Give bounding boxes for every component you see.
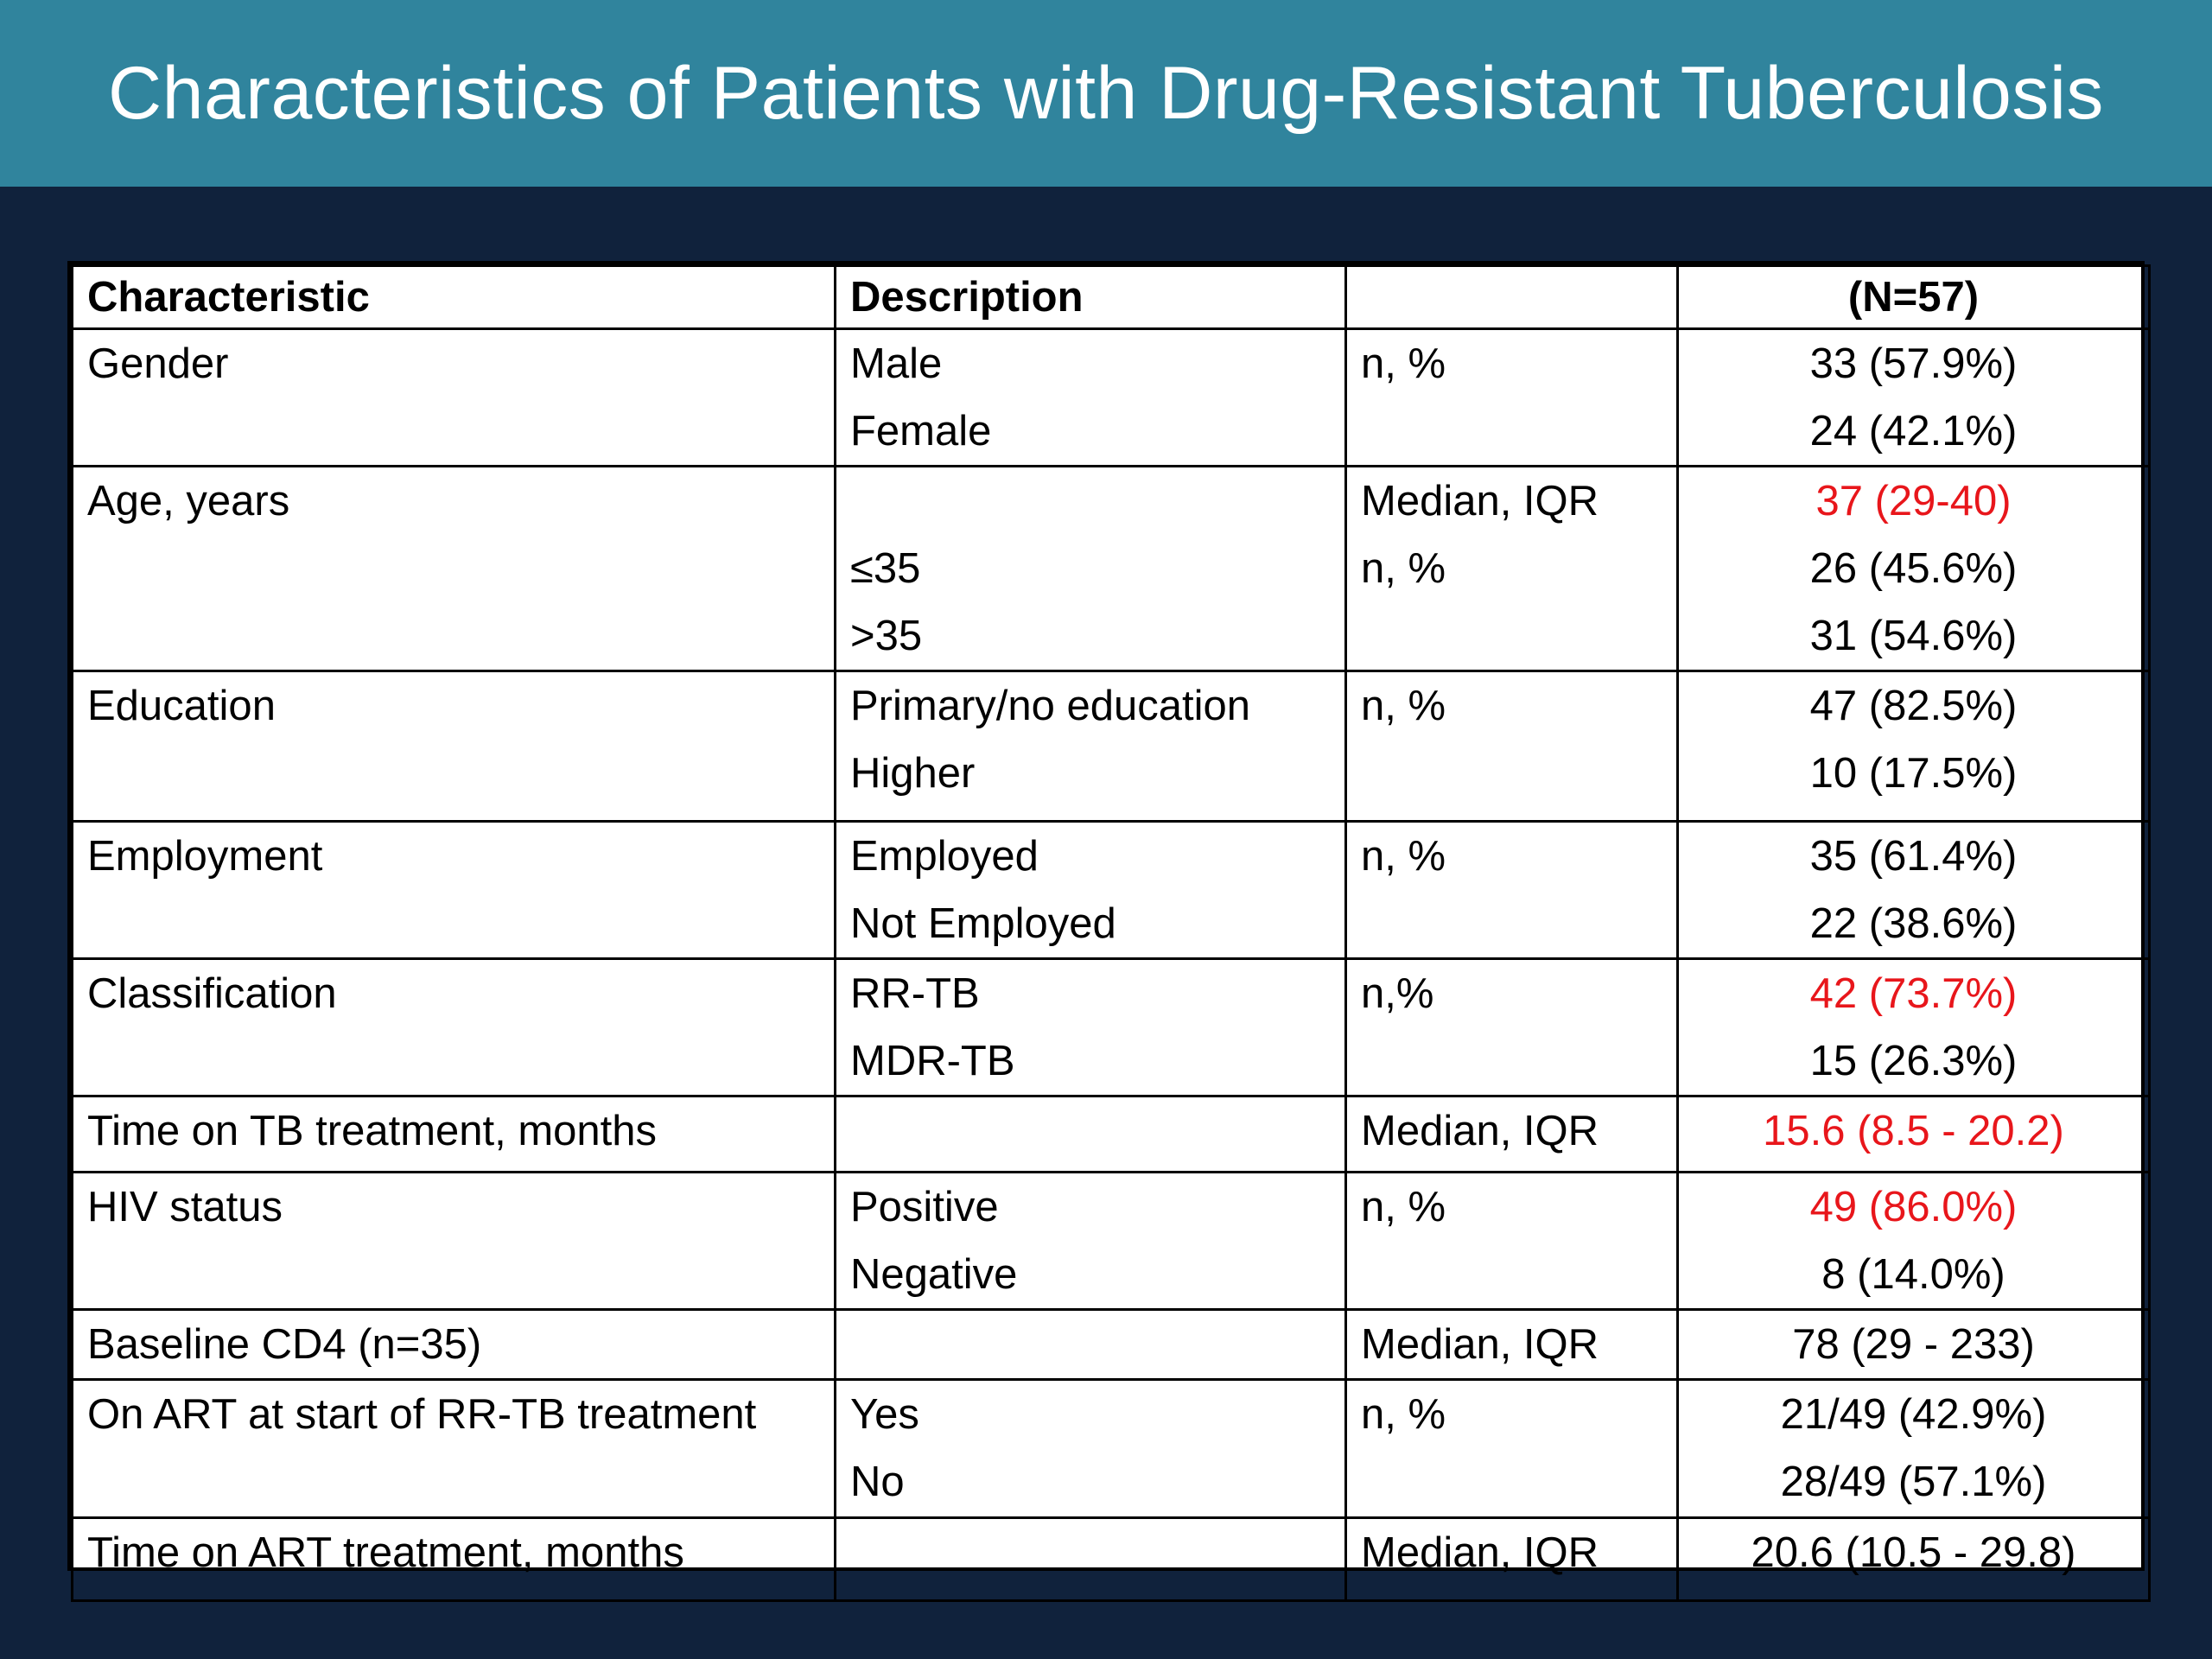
cell-characteristic: On ART at start of RR-TB treatment	[71, 1378, 836, 1519]
cell-description: Primary/no education Higher	[834, 670, 1347, 823]
cell-statistic: Median, IQR	[1344, 1095, 1679, 1173]
cell-value: 35 (61.4%) 22 (38.6%)	[1676, 820, 2151, 960]
table-row-classification: Classification RR-TB MDR-TB n,% 42 (73.7…	[71, 957, 2151, 1097]
cell-description: RR-TB MDR-TB	[834, 957, 1347, 1097]
cell-statistic: n, %	[1344, 1378, 1679, 1519]
cell-statistic: Median, IQR	[1344, 1308, 1679, 1381]
cell-characteristic: Time on ART treatment, months	[71, 1516, 836, 1602]
highlighted-value: 49 (86.0%)	[1809, 1184, 2018, 1230]
cell-characteristic: Employment	[71, 820, 836, 960]
cell-characteristic: Gender	[71, 327, 836, 467]
cell-statistic: n, %	[1344, 327, 1679, 467]
cell-value: 49 (86.0%) 8 (14.0%)	[1676, 1171, 2151, 1311]
table-row-age: Age, years ≤35 >35 Median, IQR n, % 37 (…	[71, 465, 2151, 672]
highlighted-value: 15.6 (8.5 - 20.2)	[1763, 1108, 2064, 1154]
highlighted-value: 42 (73.7%)	[1809, 970, 2018, 1017]
cell-description: Yes No	[834, 1378, 1347, 1519]
cell-value: 21/49 (42.9%) 28/49 (57.1%)	[1676, 1378, 2151, 1519]
table-row-on-art-at-start: On ART at start of RR-TB treatment Yes N…	[71, 1378, 2151, 1519]
cell-characteristic: Age, years	[71, 465, 836, 672]
header-description: Description	[834, 264, 1347, 330]
header-statistic	[1344, 264, 1679, 330]
slide-title: Characteristics of Patients with Drug-Re…	[108, 51, 2104, 135]
cell-value: 47 (82.5%) 10 (17.5%)	[1676, 670, 2151, 823]
header-characteristic: Characteristic	[71, 264, 836, 330]
cell-value: 37 (29-40) 26 (45.6%) 31 (54.6%)	[1676, 465, 2151, 672]
cell-value: 20.6 (10.5 - 29.8)	[1676, 1516, 2151, 1602]
cell-value: 78 (29 - 233)	[1676, 1308, 2151, 1381]
cell-description: Male Female	[834, 327, 1347, 467]
cell-characteristic: HIV status	[71, 1171, 836, 1311]
cell-statistic: n, %	[1344, 670, 1679, 823]
table-row-time-on-tb-treatment: Time on TB treatment, months Median, IQR…	[71, 1095, 2151, 1173]
header-n: (N=57)	[1676, 264, 2151, 330]
table-header-row: Characteristic Description (N=57)	[71, 264, 2151, 330]
table-row-hiv-status: HIV status Positive Negative n, % 49 (86…	[71, 1171, 2151, 1311]
cell-description	[834, 1308, 1347, 1381]
cell-description: ≤35 >35	[834, 465, 1347, 672]
cell-value: 33 (57.9%) 24 (42.1%)	[1676, 327, 2151, 467]
cell-statistic: n,%	[1344, 957, 1679, 1097]
cell-statistic: n, %	[1344, 1171, 1679, 1311]
cell-value: 42 (73.7%) 15 (26.3%)	[1676, 957, 2151, 1097]
table-row-baseline-cd4: Baseline CD4 (n=35) Median, IQR 78 (29 -…	[71, 1308, 2151, 1381]
characteristics-table: Characteristic Description (N=57) Gender…	[67, 261, 2151, 1602]
cell-characteristic: Classification	[71, 957, 836, 1097]
cell-description	[834, 1095, 1347, 1173]
cell-characteristic: Time on TB treatment, months	[71, 1095, 836, 1173]
slide-header: Characteristics of Patients with Drug-Re…	[0, 0, 2212, 187]
cell-characteristic: Baseline CD4 (n=35)	[71, 1308, 836, 1381]
cell-value: 15.6 (8.5 - 20.2)	[1676, 1095, 2151, 1173]
table-row-time-on-art-treatment: Time on ART treatment, months Median, IQ…	[71, 1516, 2151, 1602]
table-row-gender: Gender Male Female n, % 33 (57.9%) 24 (4…	[71, 327, 2151, 467]
cell-description: Positive Negative	[834, 1171, 1347, 1311]
cell-statistic: n, %	[1344, 820, 1679, 960]
cell-description	[834, 1516, 1347, 1602]
table-row-employment: Employment Employed Not Employed n, % 35…	[71, 820, 2151, 960]
cell-characteristic: Education	[71, 670, 836, 823]
table-row-education: Education Primary/no education Higher n,…	[71, 670, 2151, 823]
highlighted-value: 37 (29-40)	[1815, 478, 2012, 524]
cell-description: Employed Not Employed	[834, 820, 1347, 960]
cell-statistic: Median, IQR	[1344, 1516, 1679, 1602]
cell-statistic: Median, IQR n, %	[1344, 465, 1679, 672]
